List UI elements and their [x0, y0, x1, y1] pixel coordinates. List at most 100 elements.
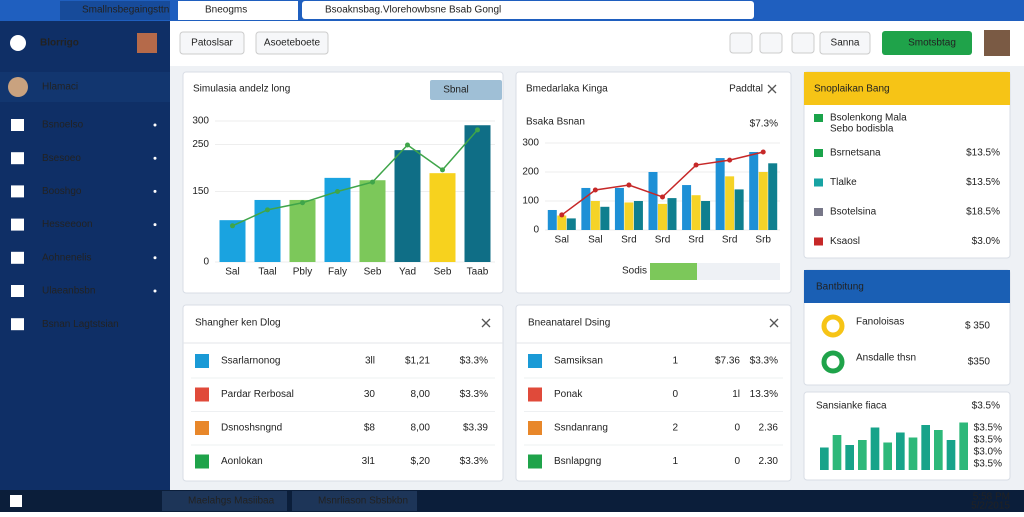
nav-icon[interactable]: [11, 152, 24, 165]
search-button[interactable]: [819, 31, 871, 55]
trend-point: [300, 200, 305, 206]
user-avatar: [8, 77, 28, 97]
icon-button[interactable]: [759, 32, 783, 54]
bar: [870, 427, 880, 470]
bar: [734, 189, 744, 230]
donut-label: Ansdalle thsn: [856, 353, 916, 364]
bar: [749, 151, 759, 230]
value-badge: $7.3%: [750, 119, 778, 130]
row-name: Ssarlarnonog: [221, 356, 280, 367]
card-title: Sansianke fiaca: [816, 401, 887, 412]
table-cell: 2.36: [759, 423, 779, 434]
address-bar[interactable]: [302, 1, 754, 19]
table-cell: 0: [672, 389, 678, 400]
card-title: Bmedarlaka Kinga: [526, 84, 608, 95]
trend-point: [265, 207, 270, 213]
y-tick-label: 0: [203, 257, 209, 268]
tab[interactable]: [60, 1, 170, 20]
bar: [896, 432, 905, 470]
item-value: $13.5%: [966, 148, 1000, 159]
nav-icon[interactable]: [11, 119, 24, 131]
trend-point: [230, 223, 235, 229]
close-icon[interactable]: [767, 84, 777, 94]
bar: [557, 215, 567, 230]
row-name: Bsnlapgng: [554, 456, 601, 467]
row-name: Aonlokan: [221, 456, 263, 467]
table-cell: $3.3%: [460, 456, 488, 467]
table-cell: 8,00: [411, 389, 431, 400]
y-tick-label: 300: [192, 116, 209, 127]
y-tick-label: 300: [522, 138, 539, 149]
bar: [289, 199, 316, 262]
taskbar-app-label: Maelahgs Masiibaa: [188, 496, 275, 507]
avatar: [137, 33, 157, 53]
side-label: $3.5%: [974, 435, 1002, 446]
icon-button[interactable]: [729, 32, 753, 54]
item-icon: [814, 237, 823, 246]
nav-icon[interactable]: [11, 285, 24, 297]
row-icon: [195, 387, 209, 402]
x-tick-label: Seb: [364, 267, 382, 278]
panel-title: Snoplaikan Bang: [814, 84, 890, 95]
x-tick-label: Srb: [755, 235, 771, 246]
clock-date: 5/2/2015: [971, 501, 1010, 512]
bar: [667, 198, 677, 230]
nav-icon[interactable]: [11, 218, 24, 231]
avatar: [984, 30, 1010, 56]
donut-header: [804, 270, 1010, 303]
nav-item: Aohnenelis: [42, 252, 91, 263]
taskbar-app-label: Msnrliason Sbsbkbn: [318, 496, 408, 507]
action-button[interactable]: [882, 31, 972, 55]
nav-item: Ulaeanbsbn: [42, 286, 95, 297]
axis-label: Bsaka Bsnan: [526, 117, 585, 128]
user-row: [0, 72, 170, 102]
x-tick-label: Seb: [434, 267, 452, 278]
nav-icon[interactable]: [11, 318, 24, 331]
trend-point: [440, 167, 445, 173]
nav-icon[interactable]: [11, 185, 24, 198]
trend-point: [405, 142, 410, 148]
header-button[interactable]: [179, 31, 245, 55]
panel-header: [804, 72, 1010, 105]
donut: [821, 314, 845, 338]
header-button[interactable]: [255, 31, 329, 55]
donut-value: $350: [968, 357, 991, 368]
card: [182, 304, 504, 482]
table-cell: 13.3%: [750, 389, 778, 400]
close-icon[interactable]: [769, 318, 779, 328]
start-button[interactable]: [10, 495, 22, 507]
donut-label: Fanoloisas: [856, 317, 904, 328]
close-icon[interactable]: [481, 318, 491, 328]
item-value: $3.0%: [972, 236, 1000, 247]
y-tick-label: 200: [522, 167, 539, 178]
bar: [845, 445, 854, 470]
icon-button[interactable]: [791, 32, 815, 54]
trend-line: [232, 129, 479, 227]
brand: Blorrigo: [40, 38, 79, 49]
row-name: Dsnoshsngnd: [221, 423, 282, 434]
bar: [908, 437, 918, 470]
table-cell: 3ll: [365, 356, 375, 367]
table-cell: $3.3%: [460, 389, 488, 400]
table-cell: 2: [672, 423, 678, 434]
bar: [394, 150, 421, 262]
taskbar-app[interactable]: [292, 491, 417, 511]
bar: [614, 187, 624, 230]
dropdown[interactable]: [430, 80, 502, 100]
x-tick-label: Srd: [722, 235, 738, 246]
nav-item: Bsesoeo: [42, 153, 81, 164]
table-title: Bneanatarel Dsing: [528, 318, 610, 329]
table-cell: $3.3%: [750, 356, 778, 367]
bar: [832, 435, 842, 470]
nav-icon[interactable]: [11, 251, 24, 264]
table-cell: 0: [734, 456, 740, 467]
bar: [946, 440, 956, 470]
bar: [624, 202, 634, 230]
bar: [725, 176, 735, 230]
bar: [921, 425, 930, 470]
taskbar-app[interactable]: [162, 491, 287, 511]
tab[interactable]: [178, 1, 298, 20]
bar: [768, 163, 778, 230]
x-tick-label: Srd: [688, 235, 704, 246]
action-label: Smotsbtag: [908, 38, 956, 49]
